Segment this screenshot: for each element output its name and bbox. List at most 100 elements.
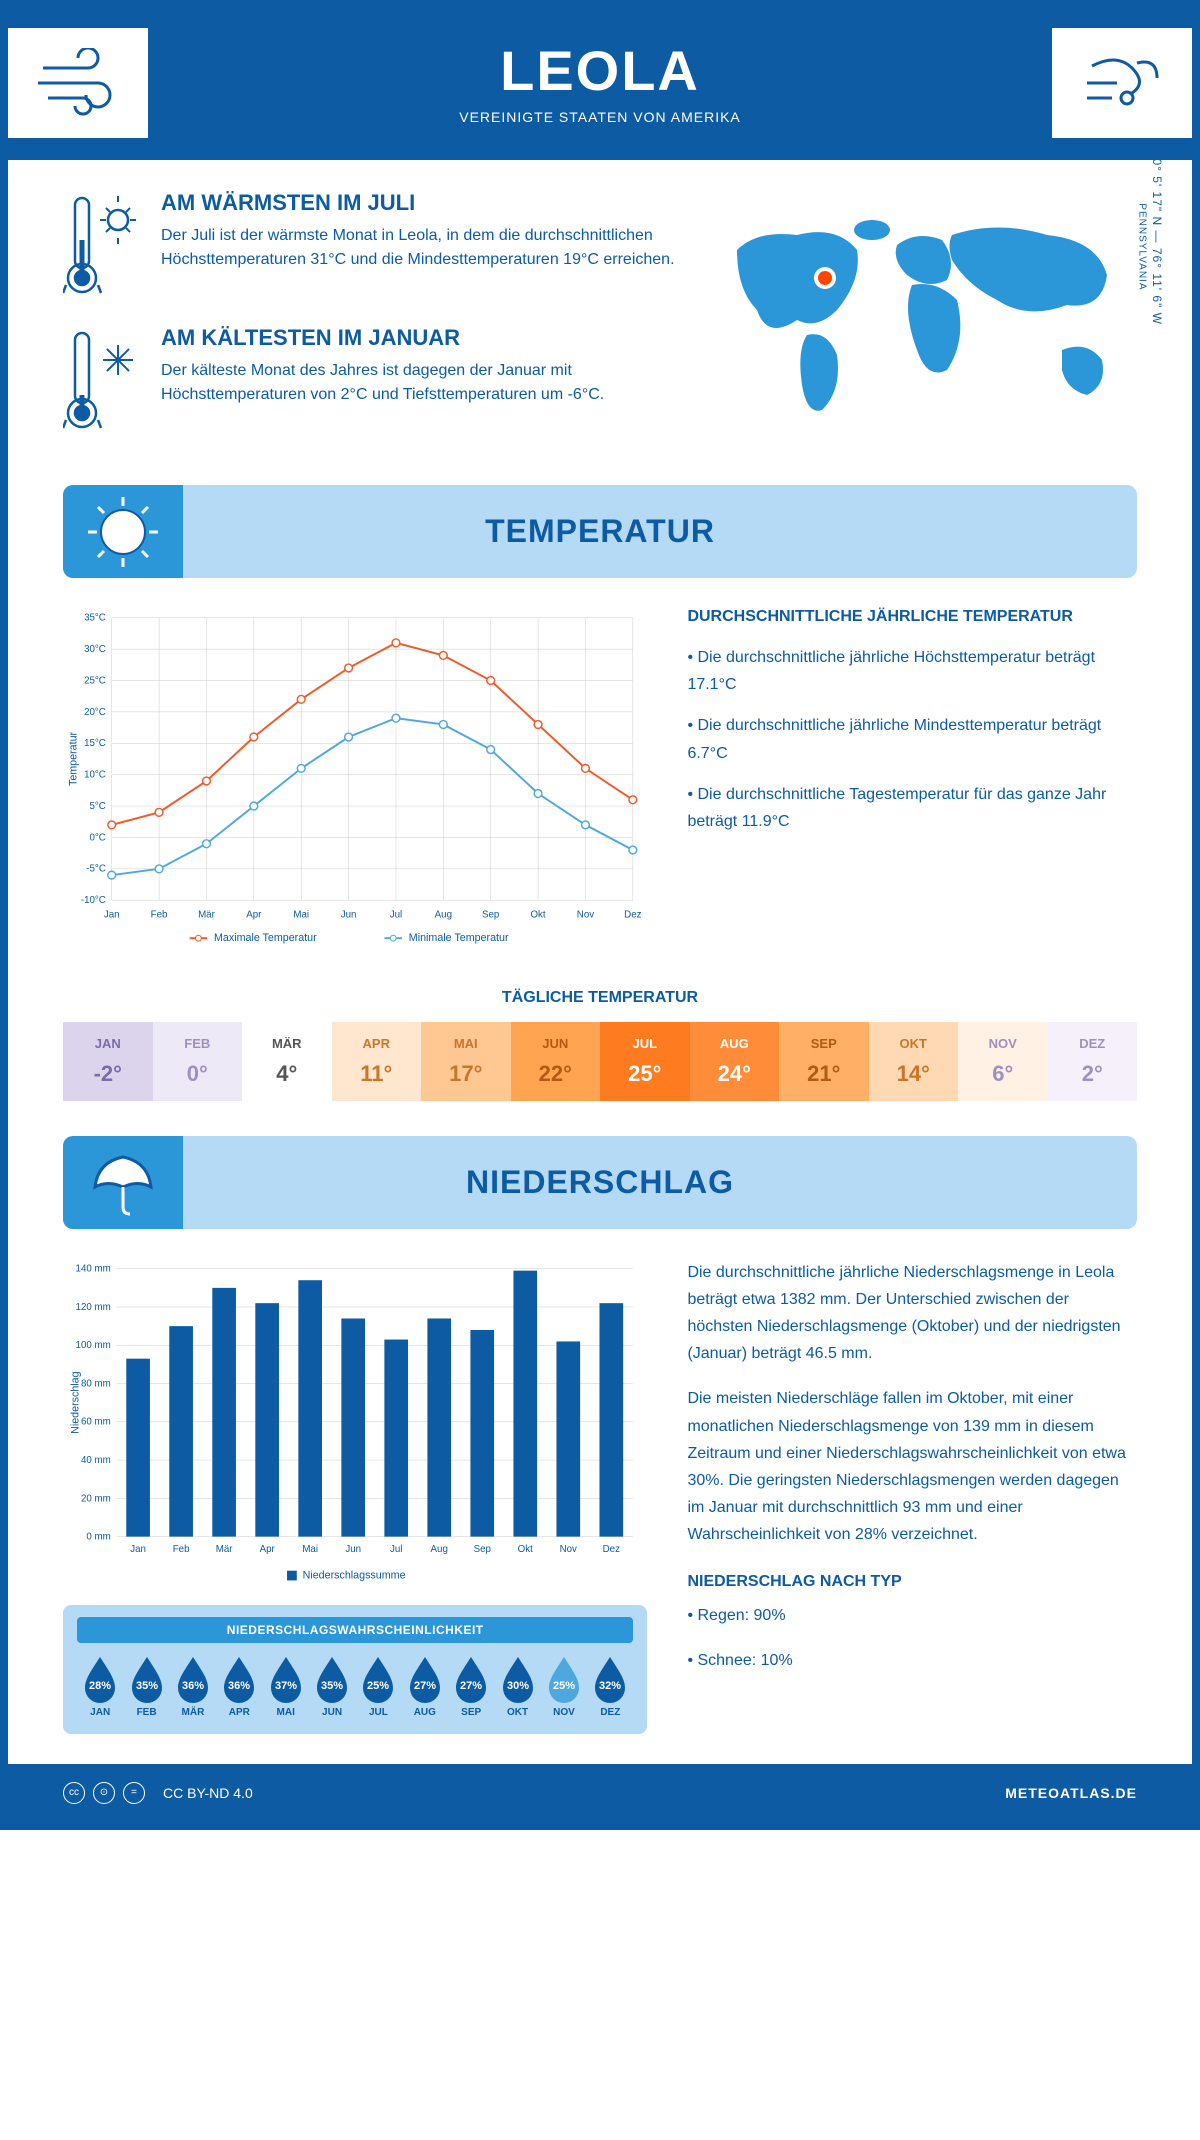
svg-text:Jan: Jan [104, 910, 120, 921]
wind-icon-left [8, 28, 148, 138]
daily-temp-table: JAN-2°FEB0°MÄR4°APR11°MAI17°JUN22°JUL25°… [63, 1022, 1137, 1101]
svg-text:25%: 25% [553, 1680, 575, 1692]
precipitation-bar-chart: 0 mm20 mm40 mm60 mm80 mm100 mm120 mm140 … [63, 1259, 647, 1590]
header: LEOLA VEREINIGTE STAATEN VON AMERIKA [8, 8, 1192, 160]
svg-text:Maximale Temperatur: Maximale Temperatur [214, 932, 317, 944]
svg-text:-5°C: -5°C [86, 864, 106, 875]
drop-item: 30%OKT [494, 1655, 540, 1718]
coldest-title: AM KÄLTESTEN IM JANUAR [161, 325, 677, 351]
warmest-block: AM WÄRMSTEN IM JULI Der Juli ist der wär… [63, 190, 677, 300]
svg-text:Sep: Sep [482, 910, 499, 921]
svg-text:35°C: 35°C [84, 613, 106, 624]
svg-text:-10°C: -10°C [81, 895, 106, 906]
svg-text:27%: 27% [414, 1680, 436, 1692]
svg-text:Jun: Jun [341, 910, 357, 921]
svg-text:36%: 36% [182, 1680, 204, 1692]
probability-box: NIEDERSCHLAGSWAHRSCHEINLICHKEIT 28%JAN35… [63, 1605, 647, 1734]
drop-item: 37%MAI [263, 1655, 309, 1718]
probability-title: NIEDERSCHLAGSWAHRSCHEINLICHKEIT [77, 1617, 633, 1643]
drop-item: 36%APR [216, 1655, 262, 1718]
temp-cell: APR11° [332, 1022, 422, 1101]
svg-text:Okt: Okt [530, 910, 545, 921]
coldest-text: Der kälteste Monat des Jahres ist dagege… [161, 359, 677, 407]
precipitation-header: NIEDERSCHLAG [63, 1136, 1137, 1229]
precip-p2: Die meisten Niederschläge fallen im Okto… [687, 1385, 1137, 1548]
thermometer-cold-icon [63, 325, 143, 435]
svg-text:20°C: 20°C [84, 707, 106, 718]
svg-text:Jan: Jan [130, 1544, 146, 1555]
svg-text:Nov: Nov [577, 910, 594, 921]
svg-text:140 mm: 140 mm [76, 1263, 111, 1274]
cc-icon: cc [63, 1782, 85, 1804]
svg-text:120 mm: 120 mm [76, 1302, 111, 1313]
page-title: LEOLA [28, 38, 1172, 103]
drop-item: 36%MÄR [170, 1655, 216, 1718]
svg-text:Okt: Okt [518, 1544, 533, 1555]
svg-text:Feb: Feb [173, 1544, 190, 1555]
coords-label: 40° 5' 17" N — 76° 11' 6" W [1150, 151, 1164, 325]
svg-text:Mai: Mai [302, 1544, 318, 1555]
drop-item: 25%JUL [355, 1655, 401, 1718]
world-map: PENNSYLVANIA 40° 5' 17" N — 76° 11' 6" W [707, 190, 1137, 460]
license-text: CC BY-ND 4.0 [163, 1785, 253, 1801]
probability-drops: 28%JAN35%FEB36%MÄR36%APR37%MAI35%JUN25%J… [77, 1655, 633, 1718]
state-label: PENNSYLVANIA [1137, 203, 1148, 290]
svg-text:20 mm: 20 mm [81, 1493, 111, 1504]
wind-icon-right [1052, 28, 1192, 138]
temp-cell: NOV6° [958, 1022, 1048, 1101]
drop-item: 28%JAN [77, 1655, 123, 1718]
temp-cell: OKT14° [869, 1022, 959, 1101]
svg-text:Jul: Jul [390, 1544, 402, 1555]
svg-text:Mär: Mär [216, 1544, 234, 1555]
svg-text:Sep: Sep [474, 1544, 491, 1555]
footer: cc ⊙ = CC BY-ND 4.0 METEOATLAS.DE [8, 1764, 1192, 1822]
svg-text:28%: 28% [89, 1680, 111, 1692]
svg-text:Niederschlagssumme: Niederschlagssumme [303, 1569, 406, 1581]
sun-icon [63, 485, 183, 578]
svg-text:Minimale Temperatur: Minimale Temperatur [409, 932, 509, 944]
svg-text:32%: 32% [599, 1680, 621, 1692]
page: LEOLA VEREINIGTE STAATEN VON AMERIKA AM … [0, 0, 1200, 1830]
drop-item: 35%FEB [123, 1655, 169, 1718]
svg-text:60 mm: 60 mm [81, 1416, 111, 1427]
by-icon: ⊙ [93, 1782, 115, 1804]
temp-cell: JAN-2° [63, 1022, 153, 1101]
temp-summary-title: DURCHSCHNITTLICHE JÄHRLICHE TEMPERATUR [687, 608, 1137, 626]
site-name: METEOATLAS.DE [1005, 1785, 1137, 1801]
nd-icon: = [123, 1782, 145, 1804]
temp-bullet-2: • Die durchschnittliche jährliche Mindes… [687, 712, 1137, 766]
drop-item: 35%JUN [309, 1655, 355, 1718]
svg-text:Apr: Apr [260, 1544, 276, 1555]
svg-text:35%: 35% [136, 1680, 158, 1692]
svg-text:0 mm: 0 mm [86, 1531, 110, 1542]
svg-text:80 mm: 80 mm [81, 1378, 111, 1389]
temp-cell: DEZ2° [1048, 1022, 1138, 1101]
svg-text:Dez: Dez [603, 1544, 620, 1555]
temp-cell: MÄR4° [242, 1022, 332, 1101]
svg-text:30%: 30% [507, 1680, 529, 1692]
temp-cell: AUG24° [690, 1022, 780, 1101]
svg-text:40 mm: 40 mm [81, 1455, 111, 1466]
svg-text:Temperatur: Temperatur [68, 731, 80, 786]
temperature-title: TEMPERATUR [83, 513, 1117, 550]
svg-text:0°C: 0°C [90, 832, 106, 843]
svg-text:Aug: Aug [431, 1544, 448, 1555]
svg-text:Feb: Feb [151, 910, 168, 921]
svg-text:25%: 25% [367, 1680, 389, 1692]
drop-item: 25%NOV [541, 1655, 587, 1718]
svg-text:Apr: Apr [246, 910, 262, 921]
svg-text:Mai: Mai [293, 910, 309, 921]
precip-type-title: NIEDERSCHLAG NACH TYP [687, 1569, 1137, 1595]
precipitation-title: NIEDERSCHLAG [83, 1164, 1117, 1201]
temp-bullet-3: • Die durchschnittliche Tagestemperatur … [687, 781, 1137, 835]
svg-text:Dez: Dez [624, 910, 641, 921]
precip-rain: • Regen: 90% [687, 1602, 1137, 1629]
daily-temp-title: TÄGLICHE TEMPERATUR [63, 989, 1137, 1007]
temperature-header: TEMPERATUR [63, 485, 1137, 578]
temp-cell: JUN22° [511, 1022, 601, 1101]
temp-cell: MAI17° [421, 1022, 511, 1101]
svg-text:35%: 35% [321, 1680, 343, 1692]
temp-cell: SEP21° [779, 1022, 869, 1101]
coldest-block: AM KÄLTESTEN IM JANUAR Der kälteste Mona… [63, 325, 677, 435]
svg-text:Jul: Jul [390, 910, 402, 921]
